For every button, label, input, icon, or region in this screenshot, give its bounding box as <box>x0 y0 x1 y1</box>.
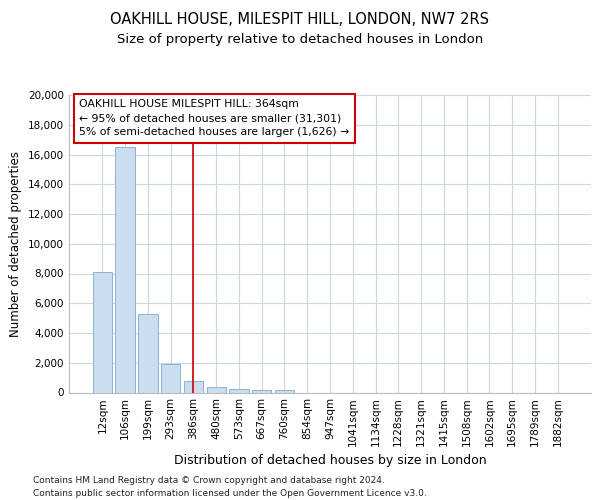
Text: Contains HM Land Registry data © Crown copyright and database right 2024.: Contains HM Land Registry data © Crown c… <box>33 476 385 485</box>
Text: Contains public sector information licensed under the Open Government Licence v3: Contains public sector information licen… <box>33 489 427 498</box>
Bar <box>93 272 112 392</box>
Bar <box>115 147 135 392</box>
Text: OAKHILL HOUSE, MILESPIT HILL, LONDON, NW7 2RS: OAKHILL HOUSE, MILESPIT HILL, LONDON, NW… <box>110 12 490 28</box>
Bar <box>229 389 248 392</box>
Y-axis label: Number of detached properties: Number of detached properties <box>10 151 22 337</box>
Text: Size of property relative to detached houses in London: Size of property relative to detached ho… <box>117 32 483 46</box>
Bar <box>138 314 158 392</box>
Bar <box>275 390 294 392</box>
Bar <box>206 388 226 392</box>
Text: OAKHILL HOUSE MILESPIT HILL: 364sqm
← 95% of detached houses are smaller (31,301: OAKHILL HOUSE MILESPIT HILL: 364sqm ← 95… <box>79 100 350 138</box>
Bar <box>252 390 271 392</box>
X-axis label: Distribution of detached houses by size in London: Distribution of detached houses by size … <box>173 454 487 468</box>
Bar <box>161 364 181 392</box>
Bar <box>184 380 203 392</box>
